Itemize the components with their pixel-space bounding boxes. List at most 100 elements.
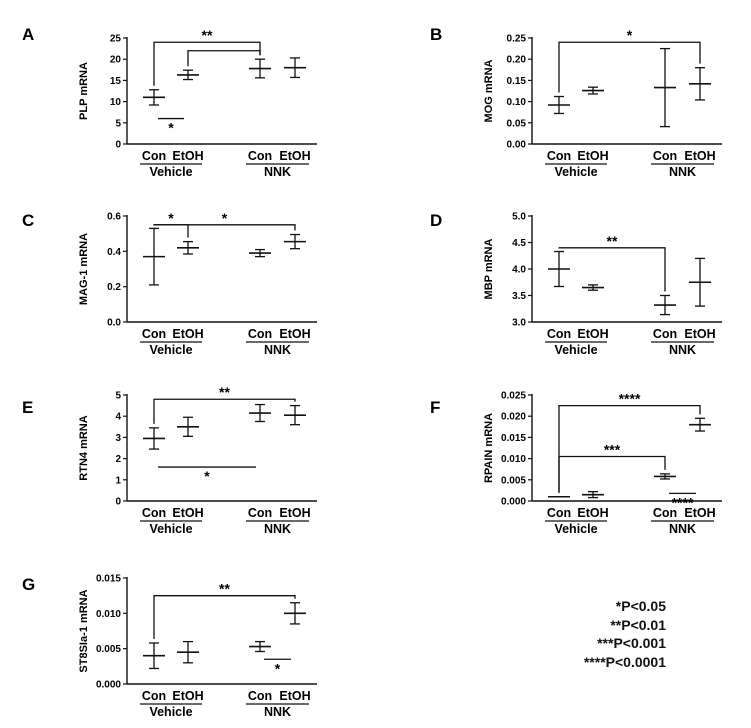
panel-f: F 0.000 0.005 0.010 0.015 0.020 0.025 RPAIN mRN… <box>430 391 722 536</box>
x-category-label: EtOH <box>684 327 715 341</box>
data-point <box>284 233 306 250</box>
data-point <box>177 640 199 664</box>
bracket-line <box>558 404 701 493</box>
x-category-label: EtOH <box>172 506 203 520</box>
panel-g: G 0.000 0.005 0.010 0.015 ST8SIa-1 mRNA Con EtO… <box>22 574 317 719</box>
data-point <box>654 47 676 128</box>
x-category-label: EtOH <box>279 689 310 703</box>
y-tick-label: 0.25 <box>507 34 527 45</box>
bracket-line <box>153 595 296 640</box>
x-category-label: EtOH <box>279 149 310 163</box>
x-category-label: Con <box>142 689 166 703</box>
significance-label: ** <box>607 233 618 249</box>
bracket-line <box>153 224 189 238</box>
data-point <box>143 227 165 286</box>
x-category-label: EtOH <box>684 506 715 520</box>
y-tick-label: 5.0 <box>512 212 526 223</box>
y-tick-label: 0.010 <box>96 609 121 620</box>
x-group-label: Vehicle <box>149 165 192 179</box>
significance-bracket: * <box>158 117 184 136</box>
y-tick-label: 0.20 <box>507 55 527 66</box>
data-point <box>689 67 711 101</box>
panel-letter: C <box>22 211 34 230</box>
y-tick-label: 0.6 <box>107 212 121 223</box>
legend-entry: ***P<0.001 <box>597 635 666 651</box>
data-point <box>654 473 676 480</box>
y-tick-label: 0.010 <box>501 454 526 465</box>
data-point <box>177 416 199 437</box>
x-category-label: Con <box>142 506 166 520</box>
x-category-label: Con <box>248 149 272 163</box>
y-tick-label: 0.005 <box>96 644 121 655</box>
data-point <box>249 640 271 653</box>
y-tick-label: 0.000 <box>96 680 121 691</box>
data-point <box>582 86 604 95</box>
significance-bracket: * <box>153 210 296 231</box>
data-point <box>284 602 306 625</box>
significance-label: * <box>204 468 210 484</box>
x-category-label: Con <box>547 327 571 341</box>
significance-bracket: **** <box>669 492 696 510</box>
y-axis-label: RTN4 mRNA <box>78 415 90 480</box>
data-point <box>548 250 570 288</box>
x-group-label: NNK <box>669 343 696 357</box>
x-category-label: EtOH <box>279 327 310 341</box>
y-tick-label: 2 <box>115 454 121 465</box>
x-category-label: Con <box>248 689 272 703</box>
significance-bracket: ** <box>558 233 666 292</box>
significance-bracket: * <box>264 658 291 676</box>
x-group-label: Vehicle <box>554 343 597 357</box>
data-point <box>689 257 711 307</box>
y-axis-label: MBP mRNA <box>483 238 495 299</box>
significance-label: * <box>275 660 281 676</box>
data-point <box>177 69 199 81</box>
y-tick-label: 0.15 <box>507 76 527 87</box>
data-point <box>582 491 604 499</box>
significance-legend: *P<0.05 **P<0.01 ***P<0.001 ****P<0.0001 <box>520 597 666 671</box>
x-category-label: Con <box>653 506 677 520</box>
panel-d: D 3.0 3.5 4.0 4.5 5.0 MBP mRNA Con EtOH Con EtOH Ve… <box>430 211 722 357</box>
data-point <box>249 248 271 258</box>
x-group-label: NNK <box>669 165 696 179</box>
y-tick-label: 0.00 <box>507 140 527 151</box>
y-tick-label: 0 <box>115 497 121 508</box>
data-point <box>654 294 676 316</box>
y-tick-label: 0 <box>115 140 121 151</box>
y-axis-label: RPAIN mRNA <box>483 413 495 483</box>
significance-bracket: **** <box>558 391 701 493</box>
x-group-label: NNK <box>264 343 291 357</box>
significance-bracket: ** <box>153 581 296 640</box>
x-category-label: EtOH <box>577 149 608 163</box>
y-tick-label: 3.0 <box>512 318 526 329</box>
y-tick-label: 0.0 <box>107 318 121 329</box>
significance-bracket: ** <box>153 27 261 86</box>
significance-bracket: * <box>153 210 189 238</box>
x-category-label: EtOH <box>577 506 608 520</box>
y-tick-label: 3.5 <box>512 291 526 302</box>
data-point <box>249 58 271 79</box>
data-point <box>143 642 165 670</box>
y-tick-label: 20 <box>110 55 122 66</box>
x-category-label: EtOH <box>172 327 203 341</box>
significance-label: * <box>168 120 174 136</box>
y-tick-label: 0.025 <box>501 391 526 402</box>
data-point <box>284 404 306 426</box>
panel-letter: F <box>430 398 440 417</box>
x-category-label: Con <box>142 149 166 163</box>
significance-label: *** <box>604 441 621 457</box>
x-group-label: Vehicle <box>149 343 192 357</box>
x-group-label: NNK <box>264 705 291 719</box>
panel-e: E 0 1 2 3 4 5 RTN4 mRNA Con EtOH Con EtOH Vehicle NNK… <box>22 384 317 536</box>
x-group-label: Vehicle <box>554 522 597 536</box>
bracket-line <box>558 41 701 93</box>
y-tick-label: 0.10 <box>507 97 527 108</box>
x-category-label: Con <box>653 327 677 341</box>
panel-letter: D <box>430 211 442 230</box>
y-tick-label: 25 <box>110 34 122 45</box>
y-tick-label: 4.5 <box>512 238 526 249</box>
y-tick-label: 0.4 <box>107 247 121 258</box>
bracket-line <box>153 41 261 86</box>
x-category-label: Con <box>248 506 272 520</box>
legend-entry: ****P<0.0001 <box>583 653 666 670</box>
